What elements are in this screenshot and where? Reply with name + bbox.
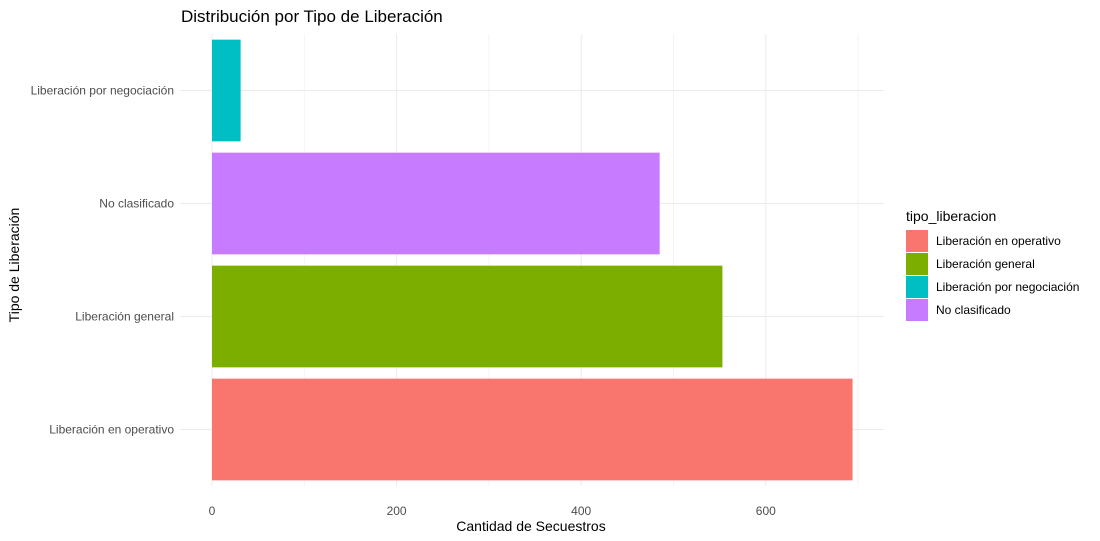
- chart-title: Distribución por Tipo de Liberación: [181, 7, 443, 26]
- x-tick-label: 0: [209, 504, 216, 518]
- legend-key: [906, 230, 928, 252]
- bar-liberaci-n-por-negociaci-n: [212, 39, 241, 142]
- legend-label: Liberación general: [936, 257, 1035, 271]
- legend-key: [906, 253, 928, 275]
- legend-title: tipo_liberacion: [906, 208, 996, 224]
- legend-label: Liberación en operativo: [936, 234, 1061, 248]
- y-axis-title: Tipo de Liberación: [6, 208, 22, 323]
- bar-liberaci-n-en-operativo: [212, 378, 853, 481]
- y-tick-label: No clasificado: [99, 197, 174, 211]
- x-tick-label: 200: [387, 504, 407, 518]
- legend-key: [906, 276, 928, 298]
- legend-label: No clasificado: [936, 303, 1011, 317]
- y-tick-label: Liberación general: [75, 310, 174, 324]
- y-tick-label: Liberación en operativo: [49, 423, 174, 437]
- x-tick-label: 600: [756, 504, 776, 518]
- x-tick-labels: 0 200 400 600: [209, 504, 776, 518]
- bar-no-clasificado: [212, 152, 660, 255]
- x-tick-label: 400: [571, 504, 591, 518]
- legend: tipo_liberacion Liberación en operativo L…: [906, 208, 1079, 321]
- y-tick-labels: Liberación en operativo Liberación genera…: [31, 84, 175, 437]
- legend-key: [906, 299, 928, 321]
- x-axis-title: Cantidad de Secuestros: [456, 518, 605, 534]
- legend-label: Liberación por negociación: [936, 280, 1079, 294]
- bars: [212, 39, 853, 481]
- y-tick-label: Liberación por negociación: [31, 84, 174, 98]
- bar-liberaci-n-general: [212, 265, 723, 368]
